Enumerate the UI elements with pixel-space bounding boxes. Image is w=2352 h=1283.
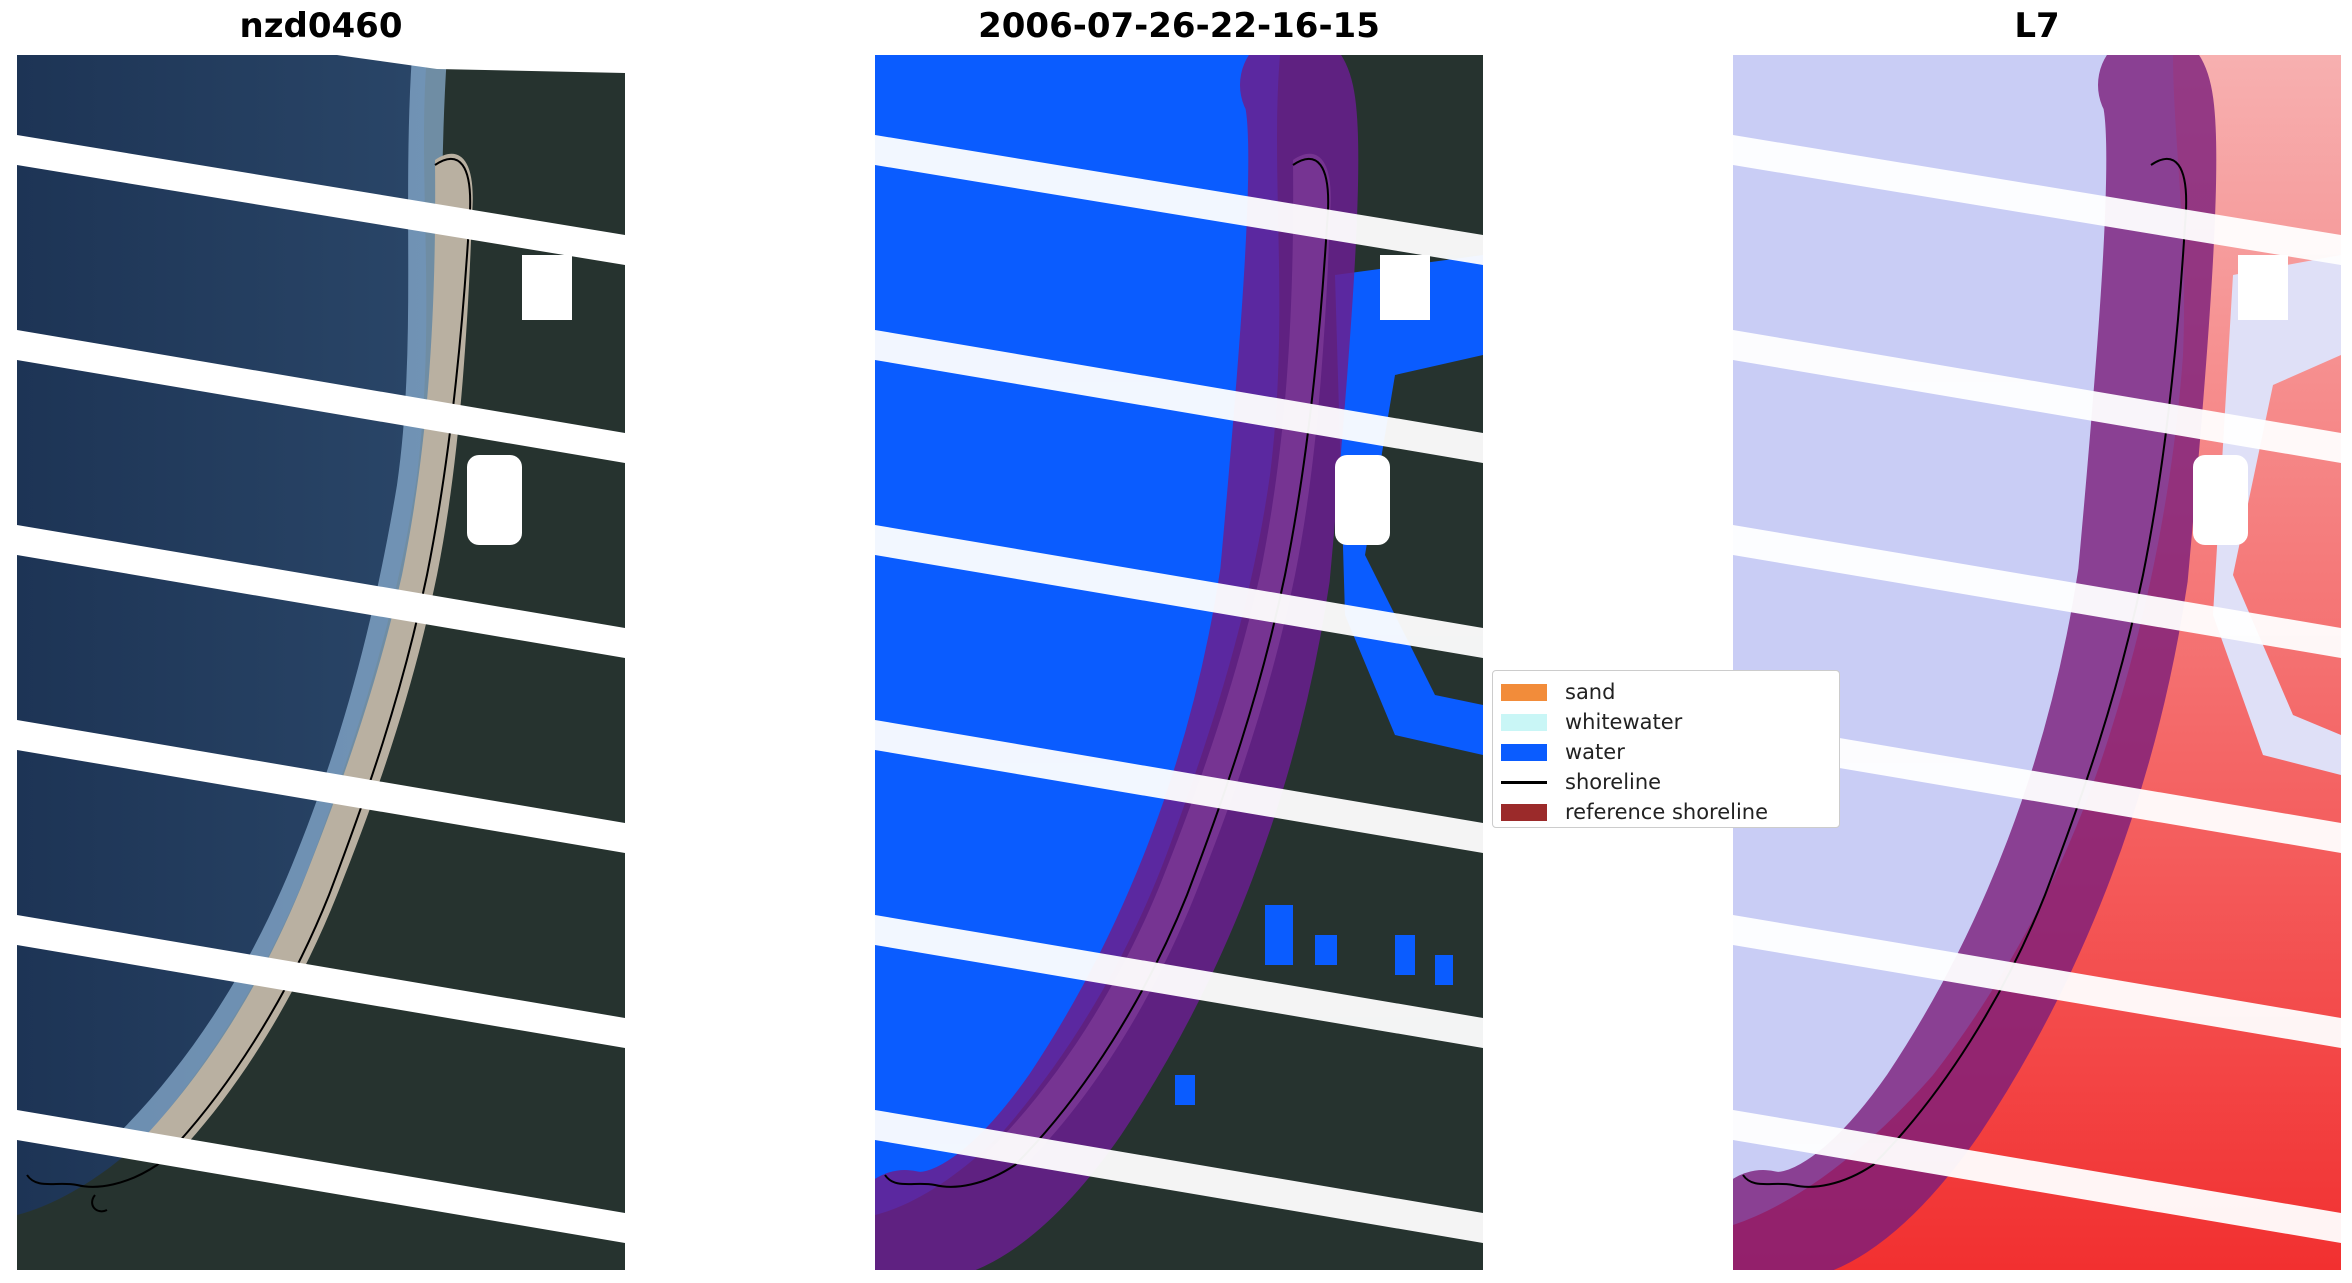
rgb-satellite-image (17, 55, 625, 1270)
classification-image (875, 55, 1483, 1270)
panel-title-index: L7 (2014, 6, 2060, 46)
legend-item-whitewater: whitewater (1501, 707, 1839, 737)
legend-item-sand: sand (1501, 677, 1839, 707)
legend-label: reference shoreline (1565, 800, 1769, 824)
rgb-image-panel (17, 55, 625, 1270)
sand-swatch (1501, 683, 1547, 701)
legend-item-reference-shoreline: reference shoreline (1501, 797, 1839, 827)
classification-panel (875, 55, 1483, 1270)
legend: sand whitewater water shoreline referenc… (1492, 670, 1840, 828)
shoreline-line-swatch (1501, 780, 1547, 784)
legend-item-water: water (1501, 737, 1839, 767)
legend-label: whitewater (1565, 710, 1683, 734)
panel-title-classification: 2006-07-26-22-16-15 (978, 6, 1380, 46)
reference-shoreline-swatch (1501, 803, 1547, 821)
legend-label: sand (1565, 680, 1616, 704)
index-image (1733, 55, 2341, 1270)
legend-item-shoreline: shoreline (1501, 767, 1839, 797)
index-panel (1733, 55, 2341, 1270)
legend-label: shoreline (1565, 770, 1662, 794)
panel-title-rgb: nzd0460 (239, 6, 403, 46)
legend-label: water (1565, 740, 1625, 764)
whitewater-swatch (1501, 713, 1547, 731)
water-swatch (1501, 743, 1547, 761)
